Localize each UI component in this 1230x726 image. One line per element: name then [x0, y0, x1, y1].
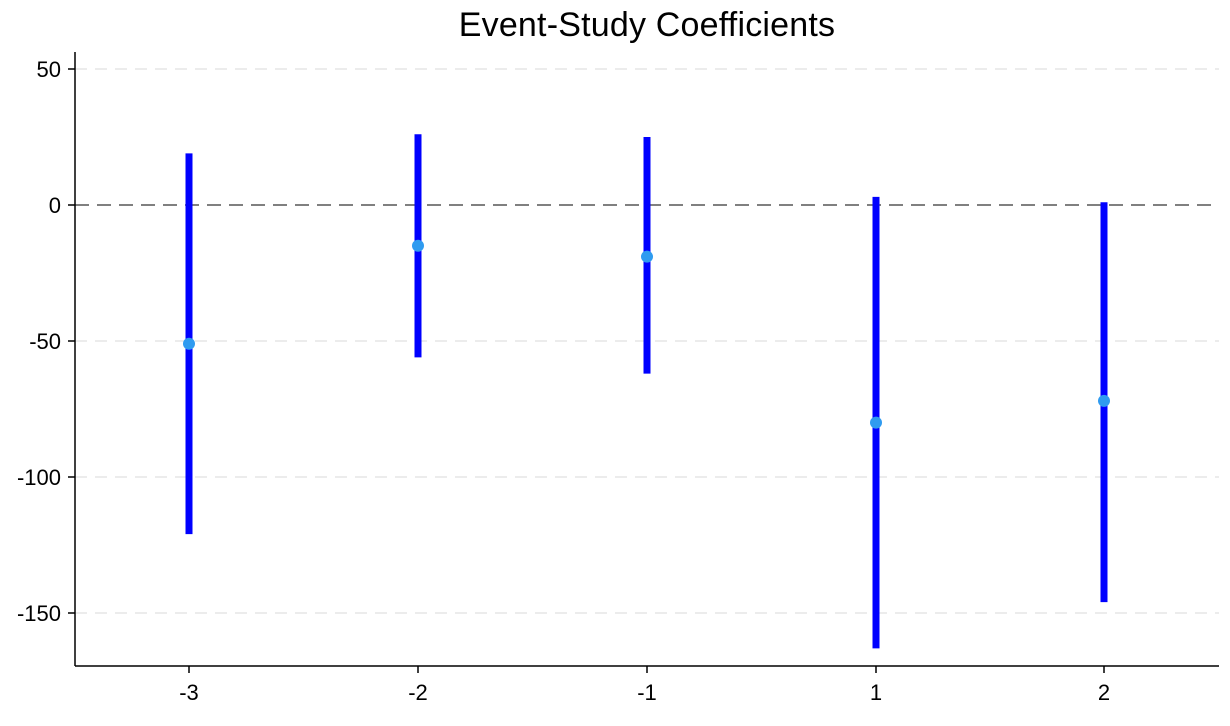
point-estimate — [870, 416, 882, 429]
point-estimate — [1098, 394, 1110, 407]
x-tick-label: -3 — [179, 680, 199, 705]
y-tick-label: -100 — [17, 465, 61, 490]
x-tick-label: -1 — [637, 680, 657, 705]
y-tick-label: 0 — [49, 193, 61, 218]
axes — [68, 52, 1219, 673]
y-tick-label: -150 — [17, 601, 61, 626]
x-tick-label: 2 — [1098, 680, 1110, 705]
point-estimates — [183, 239, 1110, 429]
tick-labels: 50 0 -50 -100 -150 -3 -2 -1 1 2 — [17, 57, 1110, 705]
x-tick-label: 1 — [870, 680, 882, 705]
y-tick-label: 50 — [37, 57, 61, 82]
point-estimate — [641, 250, 653, 263]
y-tick-label: -50 — [29, 329, 61, 354]
point-estimate — [183, 337, 195, 350]
chart-title: Event-Study Coefficients — [458, 6, 836, 44]
x-tick-label: -2 — [408, 680, 428, 705]
confidence-intervals — [185, 134, 1108, 649]
point-estimate — [412, 239, 424, 252]
